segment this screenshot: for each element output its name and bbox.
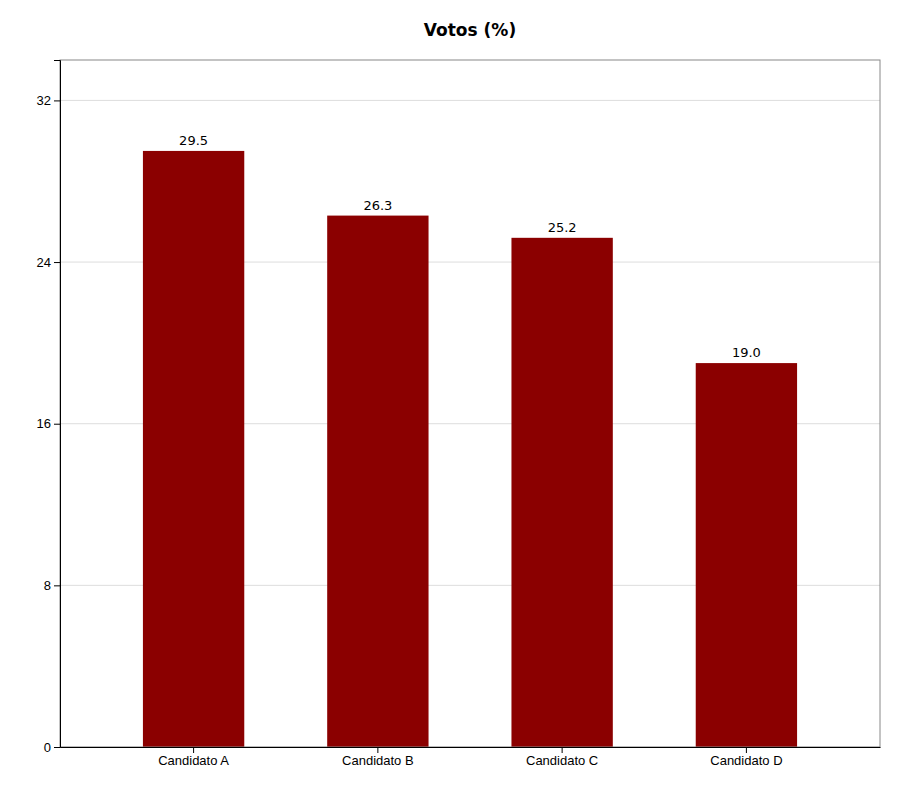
data-label: 29.5: [179, 133, 208, 148]
tick-mark: [54, 585, 60, 586]
tick-label: Candidato D: [710, 753, 782, 768]
tick: Candidato C: [526, 747, 598, 768]
tick: 24: [37, 255, 60, 270]
tick-label: 32: [37, 93, 51, 108]
tick-mark: [54, 424, 60, 425]
data-label: 19.0: [732, 345, 761, 360]
bar: [327, 216, 428, 747]
x-axis: Candidato A Candidato B Candidato C Candida…: [61, 747, 881, 768]
chart-svg: 08162432Candidato ACandidato BCandidato …: [0, 0, 910, 797]
tick-mark: [54, 100, 60, 101]
axis-line: [54, 61, 61, 748]
bar: [696, 363, 797, 747]
grid-line: [60, 100, 880, 101]
tick-label: Candidato A: [158, 753, 229, 768]
bar: [143, 151, 244, 747]
tick-mark: [54, 747, 60, 748]
tick-label: Candidato C: [526, 753, 598, 768]
tick: 16: [37, 416, 60, 431]
tick-label: 8: [44, 578, 51, 593]
data-label: 25.2: [548, 220, 577, 235]
tick-mark: [377, 747, 378, 753]
tick-label: 24: [37, 255, 51, 270]
tick-label: 16: [37, 416, 51, 431]
tick: 8: [44, 578, 60, 593]
plot-frame: [60, 60, 880, 747]
plot: 08162432Candidato ACandidato BCandidato …: [37, 60, 881, 768]
tick: 0: [44, 740, 60, 755]
tick: 32: [37, 93, 60, 108]
data-labels: 29.5 26.3 25.2 19.0: [179, 133, 761, 360]
tick-mark: [193, 747, 194, 753]
tick-mark: [746, 747, 747, 753]
axis-line: [61, 747, 881, 748]
tick: Candidato A: [158, 747, 229, 768]
grid: [60, 100, 880, 747]
tick-mark: [562, 747, 563, 753]
bar: [511, 238, 612, 747]
tick-label: 0: [44, 740, 51, 755]
tick: Candidato D: [710, 747, 782, 768]
data-label: 26.3: [363, 198, 392, 213]
tick: Candidato B: [342, 747, 414, 768]
tick-label: Candidato B: [342, 753, 414, 768]
tick-mark: [54, 262, 60, 263]
bars: [143, 151, 797, 747]
y-axis: 0 8 16 24 32: [37, 61, 61, 755]
title: Votos (%): [424, 20, 516, 40]
